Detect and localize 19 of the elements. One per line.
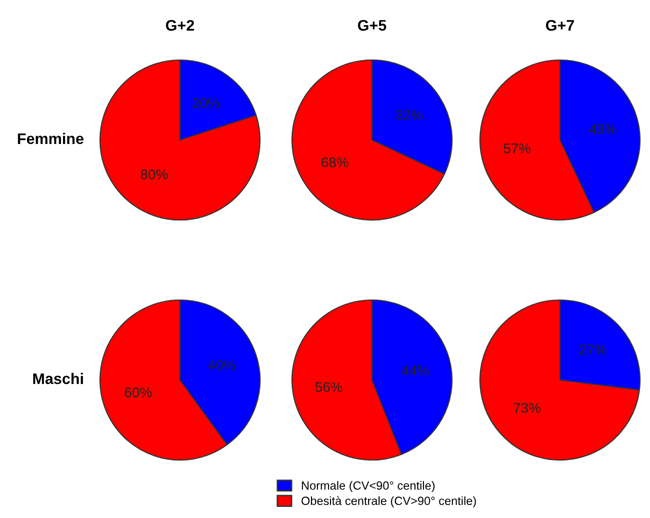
chart-title: G+2 [166, 20, 194, 31]
data-label: 56% [315, 382, 342, 392]
data-label: 43% [589, 124, 616, 134]
legend-label: Obesità centrale (CV>90° centile) [302, 496, 476, 508]
data-label: 57% [504, 144, 530, 154]
data-label: 44% [402, 366, 429, 376]
data-label: 80% [140, 169, 168, 180]
text: Maschi [33, 372, 83, 384]
legend-label: Normale (CV<90° centile) [302, 481, 435, 492]
data-label: 27% [580, 344, 606, 355]
data-label: 20% [192, 98, 220, 108]
data-label: 40% [208, 360, 236, 370]
data-label: 32% [396, 110, 423, 120]
chart-title: G+5 [358, 20, 386, 31]
text: Femmine [18, 132, 84, 144]
data-label: 73% [514, 402, 540, 413]
data-label: 60% [124, 387, 152, 398]
data-label: 68% [322, 157, 348, 168]
chart-title: G+7 [546, 20, 574, 31]
